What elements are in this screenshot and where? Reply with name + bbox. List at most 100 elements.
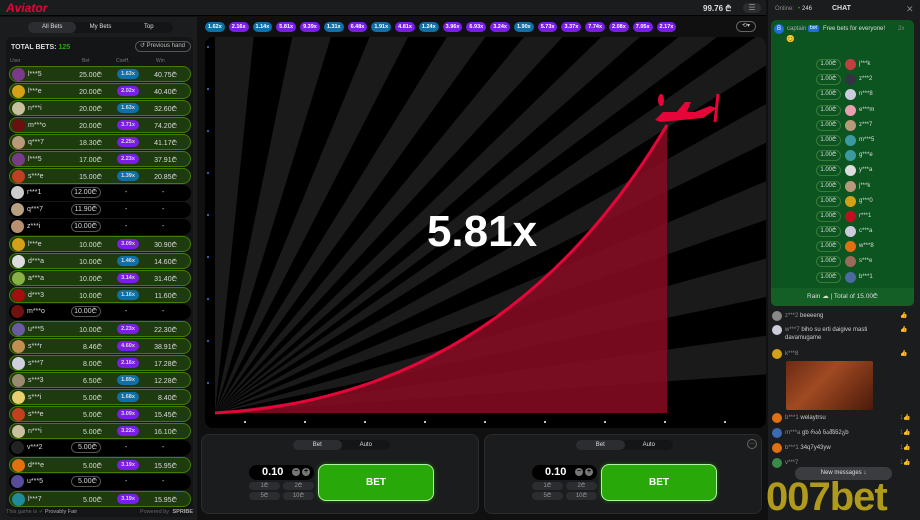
history-multiplier[interactable]: 1.14x xyxy=(252,21,273,32)
quick-amount-button[interactable]: 10₾ xyxy=(566,492,597,500)
bets-panel: TOTAL BETS: 125 ↺ Previous hand User Bet … xyxy=(6,37,193,517)
history-multiplier[interactable]: 1.24x xyxy=(418,21,439,32)
history-multiplier[interactable]: 7.74x xyxy=(585,21,606,32)
history-multiplier[interactable]: 1.31x xyxy=(323,21,344,32)
bet-button[interactable]: BET xyxy=(601,464,717,501)
history-multiplier[interactable]: 9.39x xyxy=(300,21,320,32)
history-multiplier[interactable]: 3.96x xyxy=(442,21,463,32)
background-ray xyxy=(215,37,640,413)
tab-all-bets[interactable]: All Bets xyxy=(28,22,77,33)
tab-top[interactable]: Top xyxy=(143,24,154,30)
plus-icon[interactable]: + xyxy=(302,468,310,476)
chat-message: m***a gb რაბ ნამზნ2გb 1👍 xyxy=(772,428,912,442)
avatar xyxy=(772,349,782,359)
avatar xyxy=(845,119,856,131)
like-button[interactable]: 1👍 xyxy=(900,460,911,466)
like-button[interactable]: 👍 xyxy=(900,327,908,333)
background-ray xyxy=(215,104,766,413)
avatar xyxy=(845,134,856,146)
minus-icon[interactable]: − xyxy=(292,468,300,476)
history-multiplier[interactable]: 2.17x xyxy=(656,21,677,32)
rain-item: 1.00₾ n***8 xyxy=(811,88,911,103)
avatar xyxy=(12,459,25,472)
game-canvas: 5.81x xyxy=(205,37,766,428)
like-button[interactable]: 👍 xyxy=(900,351,908,357)
axis-dot xyxy=(604,421,606,423)
tab-my-bets[interactable]: My Bets xyxy=(89,24,112,30)
win-empty: - xyxy=(162,222,165,230)
tab-bet[interactable]: Bet xyxy=(293,440,342,450)
history-multiplier[interactable]: 4.81x xyxy=(395,21,415,32)
more-options-icon[interactable]: … xyxy=(747,439,757,449)
like-button[interactable]: 1👍 xyxy=(900,445,911,451)
close-icon[interactable]: ✕ xyxy=(906,4,914,14)
chat-message: k***8 👍 xyxy=(772,349,912,363)
bet-button[interactable]: BET xyxy=(318,464,434,501)
quick-amount-button[interactable]: 10₾ xyxy=(283,492,314,500)
history-multiplier[interactable]: 1.90x xyxy=(513,21,534,32)
quick-amount-button[interactable]: 1₾ xyxy=(532,482,563,490)
message-user: w***7 xyxy=(785,327,800,333)
win-amount: 15.95₾ xyxy=(154,496,177,504)
plus-icon[interactable]: + xyxy=(585,468,593,476)
quick-amount-button[interactable]: 2₾ xyxy=(283,482,314,490)
message-text: 34q7y43yw xyxy=(800,445,831,451)
powered-by: Powered by xyxy=(139,509,169,515)
bet-user: s***3 xyxy=(28,376,44,384)
quick-amount-button[interactable]: 2₾ xyxy=(566,482,597,490)
minus-icon[interactable]: − xyxy=(575,468,583,476)
history-multiplier[interactable]: 5.73x xyxy=(537,21,558,32)
message-user: k***8 xyxy=(785,351,799,357)
avatar xyxy=(12,425,25,438)
rain-amount: 1.00₾ xyxy=(816,119,841,131)
new-messages-button[interactable]: New messages ↓ xyxy=(795,467,892,480)
stake-input[interactable]: 0.10 − + xyxy=(532,465,597,480)
history-multiplier[interactable]: 6.48x xyxy=(347,21,368,32)
win-amount: 20.85₾ xyxy=(154,173,177,181)
bet-user: l***5 xyxy=(28,70,42,78)
avatar xyxy=(12,68,25,81)
win-amount: 40.75₾ xyxy=(154,71,177,79)
table-row: m***o 20.00₾ 3.71x 74.20₾ xyxy=(9,117,191,133)
history-multiplier[interactable]: 3.24x xyxy=(490,21,510,32)
history-multiplier[interactable]: 6.93x xyxy=(466,21,487,32)
quick-amount-button[interactable]: 1₾ xyxy=(249,482,280,490)
rain-user: z***2 xyxy=(859,76,873,83)
rain-user: j***k xyxy=(859,182,871,189)
quick-amount-button[interactable]: 5₾ xyxy=(532,492,563,500)
tab-auto[interactable]: Auto xyxy=(359,442,372,448)
axis-dot xyxy=(244,421,246,423)
history-multiplier[interactable]: 5.81x xyxy=(276,21,297,32)
history-multiplier[interactable]: 2.08x xyxy=(609,21,629,32)
like-button[interactable]: 1👍 xyxy=(900,415,911,421)
bet-amount: 20.00₾ xyxy=(79,88,102,96)
avatar xyxy=(845,150,856,162)
win-amount: 30.90₾ xyxy=(154,241,177,249)
bet-amount: 5.00₾ xyxy=(82,428,102,436)
history-multiplier[interactable]: 1.62x xyxy=(205,21,225,32)
history-multiplier[interactable]: 7.05x xyxy=(632,21,653,32)
stake-input[interactable]: 0.10 − + xyxy=(249,465,314,480)
history-multiplier[interactable]: 3.37x xyxy=(561,21,582,32)
bet-user: v***2 xyxy=(27,443,43,451)
like-button[interactable]: 👍 xyxy=(900,313,908,319)
history-multiplier[interactable]: 1.91x xyxy=(371,21,392,32)
background-ray xyxy=(215,37,409,413)
tab-bet[interactable]: Bet xyxy=(576,440,625,450)
like-button[interactable]: 1👍 xyxy=(900,430,911,436)
bet-mode-tabs: Bet Auto xyxy=(293,440,390,450)
tab-auto[interactable]: Auto xyxy=(642,442,655,448)
like-count: 1 xyxy=(900,415,904,421)
footer: This game is ✓ Provably Fair Powered by … xyxy=(6,509,193,519)
provably-fair-link[interactable]: Provably Fair xyxy=(44,509,78,515)
background-ray xyxy=(215,37,563,413)
history-toggle-button[interactable]: ⟲▾ xyxy=(736,21,756,32)
quick-amount-button[interactable]: 5₾ xyxy=(249,492,280,500)
plane-icon xyxy=(655,93,720,123)
rain-amount: 1.00₾ xyxy=(816,134,841,146)
previous-hand-button[interactable]: ↺ Previous hand xyxy=(135,41,191,52)
avatar xyxy=(845,256,856,268)
hamburger-icon[interactable]: ☰ xyxy=(743,3,761,13)
total-bets: TOTAL BETS: 125 xyxy=(11,44,70,51)
history-multiplier[interactable]: 2.16x xyxy=(228,21,249,32)
